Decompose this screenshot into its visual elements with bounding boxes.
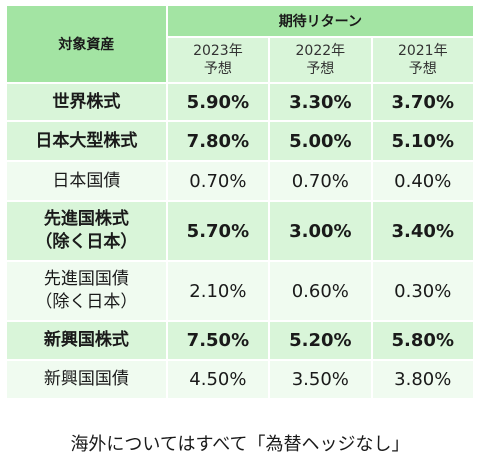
header-year: 2022年 xyxy=(295,43,346,59)
asset-name-qualifier: （除く日本） xyxy=(35,232,138,252)
return-2023: 4.50% xyxy=(167,361,269,398)
table-row: 日本大型株式 7.80% 5.00% 5.10% xyxy=(7,122,473,160)
asset-name: 日本大型株式 xyxy=(7,122,166,160)
header-forecast: 予想 xyxy=(306,61,335,77)
header-forecast: 予想 xyxy=(203,61,232,77)
return-2022: 3.50% xyxy=(270,361,371,398)
header-forecast: 予想 xyxy=(408,61,437,77)
asset-name: 先進国株式 （除く日本） xyxy=(7,202,166,260)
return-2021: 3.80% xyxy=(372,361,473,398)
return-2022: 5.00% xyxy=(270,122,371,160)
return-2021: 0.30% xyxy=(372,262,473,320)
return-2022: 3.30% xyxy=(270,84,371,120)
return-2021: 5.80% xyxy=(372,322,473,359)
header-year-2023: 2023年 予想 xyxy=(167,38,269,82)
return-2022: 5.20% xyxy=(270,322,371,359)
return-2023: 2.10% xyxy=(167,262,269,320)
header-year: 2023年 xyxy=(193,43,243,59)
return-2021: 3.70% xyxy=(372,84,473,120)
return-2023: 5.90% xyxy=(167,84,269,120)
table-row: 先進国国債 （除く日本） 2.10% 0.60% 0.30% xyxy=(7,262,473,320)
asset-name: 先進国国債 （除く日本） xyxy=(7,262,166,320)
return-2021: 3.40% xyxy=(372,202,473,260)
return-2022: 3.00% xyxy=(270,202,371,260)
table-row: 世界株式 5.90% 3.30% 3.70% xyxy=(7,84,473,120)
table-row: 日本国債 0.70% 0.70% 0.40% xyxy=(7,162,473,200)
return-2021: 0.40% xyxy=(372,162,473,200)
expected-return-table: 対象資産 期待リターン 2023年 予想 2022年 予想 2021年 予想 世… xyxy=(5,4,475,400)
header-year-2021: 2021年 予想 xyxy=(372,38,473,82)
header-expected-return: 期待リターン xyxy=(167,6,473,36)
table-row: 新興国株式 7.50% 5.20% 5.80% xyxy=(7,322,473,359)
asset-name: 世界株式 xyxy=(7,84,166,120)
return-2022: 0.70% xyxy=(270,162,371,200)
asset-name: 新興国国債 xyxy=(7,361,166,398)
asset-name-line: 先進国国債 xyxy=(43,269,129,289)
asset-name-qualifier: （除く日本） xyxy=(35,292,138,312)
header-year-2022: 2022年 予想 xyxy=(270,38,371,82)
asset-name: 日本国債 xyxy=(7,162,166,200)
header-year: 2021年 xyxy=(397,43,448,59)
return-2023: 7.80% xyxy=(167,122,269,160)
header-asset: 対象資産 xyxy=(7,6,166,82)
table-row: 新興国国債 4.50% 3.50% 3.80% xyxy=(7,361,473,398)
return-2023: 5.70% xyxy=(167,202,269,260)
return-2021: 5.10% xyxy=(372,122,473,160)
footnote: 海外についてはすべて「為替ヘッジなし」 xyxy=(70,434,410,455)
asset-name-line: 先進国株式 xyxy=(43,209,129,229)
return-2022: 0.60% xyxy=(270,262,371,320)
asset-name: 新興国株式 xyxy=(7,322,166,359)
return-2023: 0.70% xyxy=(167,162,269,200)
return-2023: 7.50% xyxy=(167,322,269,359)
table-row: 先進国株式 （除く日本） 5.70% 3.00% 3.40% xyxy=(7,202,473,260)
